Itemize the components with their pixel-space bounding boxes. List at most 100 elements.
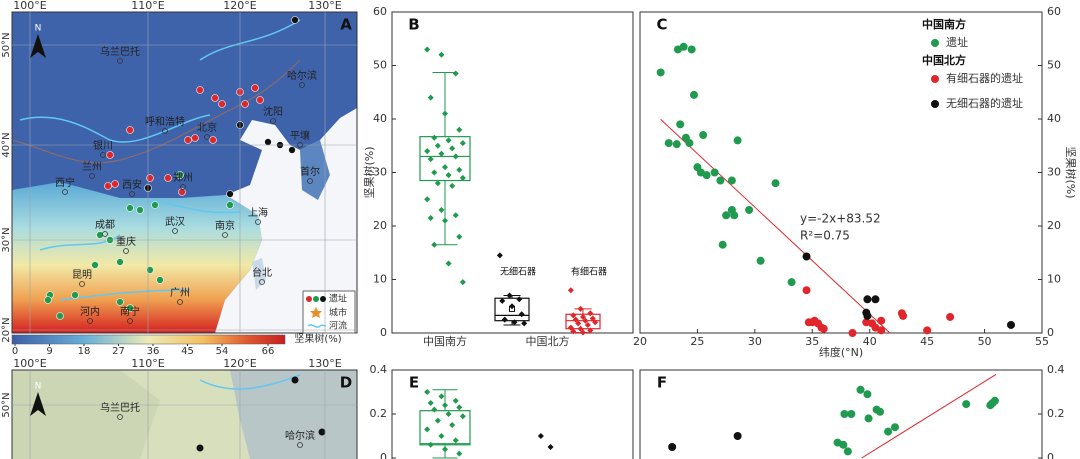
colorbar-label: 坚果树(%) (294, 332, 341, 345)
legend-group-title: 中国北方 (922, 53, 966, 67)
data-point (580, 313, 586, 320)
data-point (431, 169, 438, 176)
data-point (733, 136, 742, 145)
y-tick-label: 20 (1047, 219, 1061, 232)
data-point (756, 256, 765, 265)
city-label: 上海 (248, 206, 268, 219)
city-label: 北京 (197, 121, 217, 134)
city-marker (89, 173, 95, 179)
x-tick-label: 40 (863, 335, 877, 348)
colorbar-tick-label: 54 (216, 346, 229, 357)
city-marker (127, 318, 133, 324)
data-point (431, 134, 438, 141)
map-a-frame (11, 11, 358, 334)
data-point (459, 413, 466, 420)
data-point (699, 131, 708, 140)
lon-tick-label: 110°E (131, 0, 164, 12)
data-point (427, 94, 434, 101)
data-point (452, 397, 459, 404)
y-tick-label: 0 (380, 326, 387, 339)
site-dot (111, 180, 119, 188)
data-point (679, 42, 688, 51)
y-tick-label: 50 (1047, 59, 1061, 72)
lat-tick-label: 40°N (1, 132, 12, 157)
colorbar-tick-label: 9 (46, 346, 52, 357)
data-point (587, 310, 594, 317)
y-tick-label: 0 (1047, 326, 1054, 339)
data-point (456, 404, 463, 411)
data-point (445, 260, 452, 267)
legend-swatch (313, 296, 319, 302)
data-point (442, 164, 448, 171)
data-point (442, 217, 448, 224)
site-dot (126, 126, 134, 134)
data-point (445, 172, 452, 179)
data-point (702, 171, 711, 180)
data-point (668, 443, 677, 451)
data-point (506, 292, 513, 299)
map-d-frame (11, 369, 358, 459)
plot-frame (639, 369, 1043, 459)
data-point (689, 90, 698, 99)
data-point (877, 326, 886, 335)
data-point (710, 168, 719, 177)
y-tick-label: 50 (373, 59, 387, 72)
city-label: 南宁 (120, 305, 140, 318)
site-dot (106, 151, 114, 159)
data-point (445, 411, 452, 417)
data-point (1006, 320, 1015, 329)
city-marker (123, 248, 129, 254)
map-d-base (12, 370, 357, 459)
city-marker (62, 189, 68, 195)
city-marker (79, 281, 85, 287)
data-point (687, 45, 696, 54)
site-dot (264, 138, 272, 146)
north-label: N (35, 382, 42, 392)
y-tick-label: 60 (1047, 5, 1061, 18)
data-point (442, 446, 448, 453)
data-point (456, 126, 463, 133)
data-point (876, 407, 885, 416)
data-point (871, 295, 880, 304)
data-point (547, 444, 554, 450)
data-point (449, 182, 456, 189)
city-label: 重庆 (116, 235, 136, 248)
data-point (496, 252, 503, 259)
panel-letter: B (408, 16, 419, 34)
y-tick-label: 10 (373, 273, 387, 286)
data-point (672, 140, 681, 149)
data-point (685, 139, 694, 148)
data-point (676, 120, 685, 129)
legend-label: 遗址 (329, 293, 347, 305)
site-dot (288, 146, 296, 154)
site-dot (291, 16, 299, 24)
legend-label: 城市 (329, 307, 347, 319)
data-point (722, 211, 731, 220)
data-point (990, 396, 999, 405)
y-tick-label: 30 (373, 166, 387, 179)
box (419, 410, 471, 446)
site-dot (164, 174, 172, 182)
site-dot (146, 266, 154, 274)
x-tick-label: 25 (690, 335, 704, 348)
site-dot (209, 136, 217, 144)
site-dot (241, 100, 249, 108)
data-point (521, 320, 528, 327)
data-point (452, 153, 459, 160)
legend-swatch (931, 75, 939, 83)
data-point (946, 312, 955, 321)
data-point (424, 46, 431, 53)
data-point (716, 176, 725, 185)
city-label: 郑州 (173, 171, 193, 184)
site-dot (116, 298, 124, 306)
x-tick-label: 20 (633, 335, 647, 348)
data-point (459, 174, 466, 181)
site-dot (318, 428, 326, 436)
city-label: 沈阳 (263, 105, 283, 118)
site-dot (251, 84, 259, 92)
data-point (923, 326, 932, 335)
data-point (730, 211, 739, 220)
city-label: 台北 (252, 266, 272, 279)
data-point (509, 303, 515, 310)
city-marker (102, 231, 108, 237)
